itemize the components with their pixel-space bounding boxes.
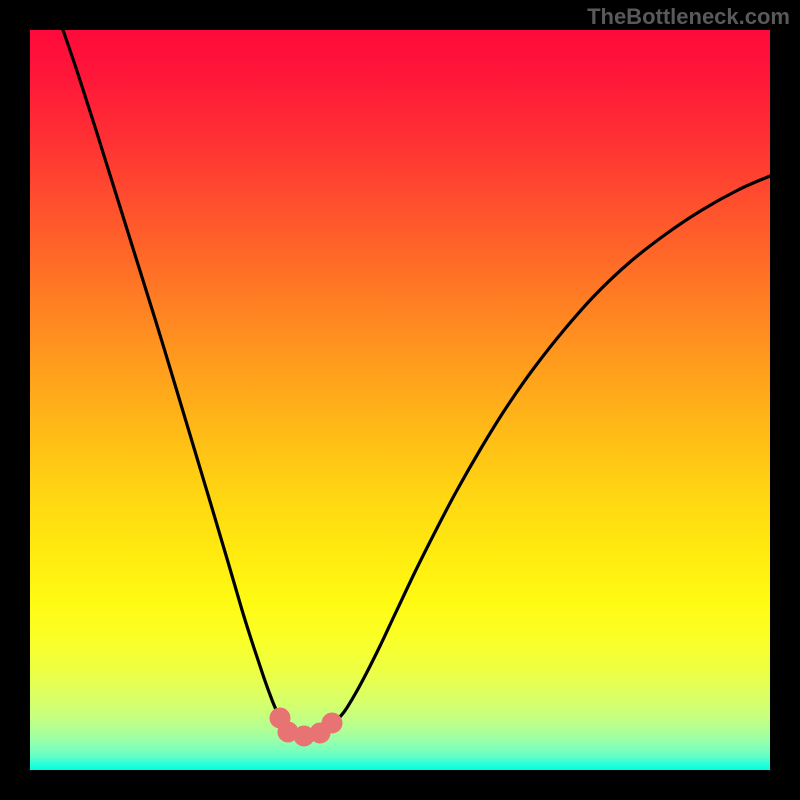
frame-bottom [0, 770, 800, 800]
curve-markers [270, 708, 342, 746]
chart-svg [30, 30, 770, 770]
frame-right [770, 0, 800, 800]
bottleneck-curve [63, 30, 770, 735]
watermark-text: TheBottleneck.com [587, 4, 790, 30]
frame-left [0, 0, 30, 800]
chart-plot-area [30, 30, 770, 770]
curve-marker [322, 713, 342, 733]
